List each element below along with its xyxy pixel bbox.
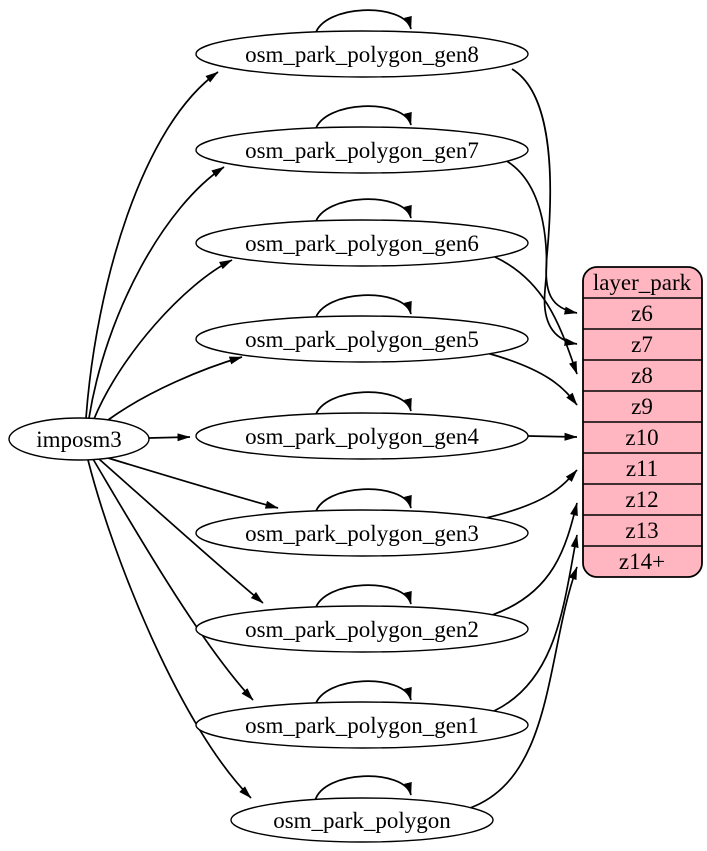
self-loop-osm-park-polygon-gen5 xyxy=(314,294,412,321)
node-osm-park-polygon-gen4: osm_park_polygon_gen4 xyxy=(195,412,529,460)
edge-imposm3-to-osm-park-polygon-gen1 xyxy=(92,458,254,701)
node-label: osm_park_polygon xyxy=(273,808,451,833)
node-label: osm_park_polygon_gen8 xyxy=(245,42,479,67)
node-ellipse xyxy=(195,701,529,749)
node-ellipse xyxy=(195,219,529,267)
node-osm-park-polygon-gen5: osm_park_polygon_gen5 xyxy=(195,315,529,363)
self-loop-osm-park-polygon-gen8 xyxy=(314,9,412,36)
edge-gen7-to-z7 xyxy=(504,159,578,346)
edge-gen6-to-z8 xyxy=(494,256,578,375)
node-ellipse xyxy=(195,605,529,653)
zoom-row-label-z9: z9 xyxy=(631,394,653,419)
node-label: osm_park_polygon_gen4 xyxy=(245,424,479,449)
node-ellipse xyxy=(195,126,529,174)
zoom-row-label-z11: z11 xyxy=(626,456,658,481)
edge-imposm3-to-osm-park-polygon-gen5 xyxy=(107,356,243,421)
zoom-row-label-z14plus: z14+ xyxy=(619,549,665,574)
self-loop-osm-park-polygon-gen1 xyxy=(314,680,412,707)
edge-imposm3-to-osm-park-polygon-gen3 xyxy=(107,457,279,509)
zoom-row-label-z12: z12 xyxy=(625,487,658,512)
node-ellipse xyxy=(8,417,150,461)
edge-gen8-to-z6 xyxy=(511,68,578,315)
node-ellipse xyxy=(230,797,494,843)
node-osm-park-polygon: osm_park_polygon xyxy=(230,797,494,843)
node-osm-park-polygon-gen1: osm_park_polygon_gen1 xyxy=(195,701,529,749)
node-label: osm_park_polygon_gen7 xyxy=(245,138,479,163)
self-loop-osm-park-polygon-gen3 xyxy=(314,488,412,515)
self-loops xyxy=(314,9,412,802)
node-label: osm_park_polygon_gen1 xyxy=(245,713,479,738)
edges-to-layer xyxy=(469,68,579,809)
edge-gen4-to-z10 xyxy=(527,432,578,441)
node-osm-park-polygon-gen2: osm_park_polygon_gen2 xyxy=(195,605,529,653)
node-osm-park-polygon-gen3: osm_park_polygon_gen3 xyxy=(195,509,529,557)
node-ellipse xyxy=(195,30,529,78)
edge-polygon-to-z14plus xyxy=(469,566,578,809)
self-loop-osm-park-polygon-gen7 xyxy=(314,105,412,132)
node-label: osm_park_polygon_gen5 xyxy=(245,327,479,352)
zoom-row-label-z10: z10 xyxy=(625,425,658,450)
zoom-row-label-z7: z7 xyxy=(631,332,653,357)
node-ellipse xyxy=(195,509,529,557)
edge-gen1-to-z13 xyxy=(493,534,579,712)
edge-gen2-to-z12 xyxy=(491,502,578,616)
node-imposm3: imposm3 xyxy=(8,417,150,461)
self-loop-osm-park-polygon-gen4 xyxy=(314,391,412,418)
zoom-row-label-z6: z6 xyxy=(631,301,653,326)
edge-gen5-to-z9 xyxy=(486,352,578,406)
edge-imposm3-to-osm-park-polygon-gen2 xyxy=(98,458,264,604)
edge-imposm3-to-osm-park-polygon xyxy=(87,459,252,799)
edge-imposm3-to-osm-park-polygon-gen4 xyxy=(148,433,191,442)
layer-park-node: layer_park z6 z7 z8 z9 z10 z11 z12 z13 z… xyxy=(582,266,703,578)
edge-imposm3-to-osm-park-polygon-gen8 xyxy=(85,71,219,419)
zoom-row-label-z8: z8 xyxy=(631,363,653,388)
node-label: osm_park_polygon_gen3 xyxy=(245,521,479,546)
node-ellipse xyxy=(195,412,529,460)
edge-gen3-to-z11 xyxy=(485,469,578,519)
node-osm-park-polygon-gen8: osm_park_polygon_gen8 xyxy=(195,30,529,78)
node-osm-park-polygon-gen6: osm_park_polygon_gen6 xyxy=(195,219,529,267)
edge-imposm3-to-osm-park-polygon-gen7 xyxy=(88,166,225,419)
edge-imposm3-to-osm-park-polygon-gen6 xyxy=(93,259,233,420)
node-osm-park-polygon-gen7: osm_park_polygon_gen7 xyxy=(195,126,529,174)
self-loop-osm-park-polygon xyxy=(314,775,412,802)
zoom-row-label-z13: z13 xyxy=(625,518,658,543)
node-label: osm_park_polygon_gen2 xyxy=(245,617,479,642)
node-ellipse xyxy=(195,315,529,363)
layer-park-title: layer_park xyxy=(593,270,692,295)
self-loop-osm-park-polygon-gen6 xyxy=(314,198,412,225)
edges-from-source xyxy=(85,71,279,799)
self-loop-osm-park-polygon-gen2 xyxy=(314,584,412,611)
node-label: imposm3 xyxy=(36,427,122,452)
node-label: osm_park_polygon_gen6 xyxy=(245,231,479,256)
